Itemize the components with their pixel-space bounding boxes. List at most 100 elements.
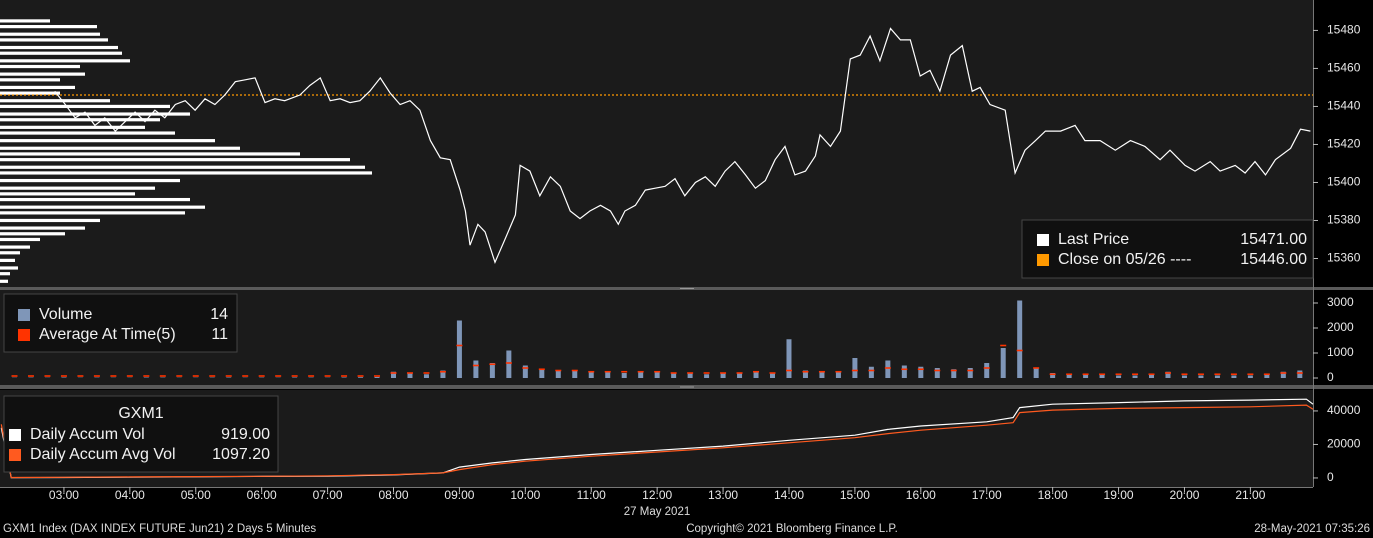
volume-bar <box>654 371 660 378</box>
volume-bar <box>802 370 808 378</box>
volume-profile-bar <box>0 25 97 29</box>
x-tick-label: 09:00 <box>444 488 474 502</box>
x-axis-label: 27 May 2021 <box>624 506 691 518</box>
y-tick-label: 40000 <box>1327 403 1361 417</box>
volume-profile-bar <box>0 279 8 283</box>
volume-profile-bar <box>0 125 145 129</box>
volume-profile-bar <box>0 91 60 95</box>
volume-profile-bar <box>0 266 18 270</box>
x-tick-label: 19:00 <box>1104 488 1134 502</box>
x-tick-label: 21:00 <box>1235 488 1265 502</box>
y-tick-label: 20000 <box>1327 437 1361 451</box>
x-tick-label: 15:00 <box>840 488 870 502</box>
volume-profile-bar <box>0 192 135 196</box>
legend-swatch <box>9 449 21 461</box>
volume-bar <box>292 377 298 378</box>
volume-bar <box>1132 375 1138 378</box>
y-tick-label: 15400 <box>1327 175 1361 189</box>
legend-value: 919.00 <box>221 426 270 443</box>
volume-profile-bar <box>0 38 108 42</box>
volume-bar <box>506 350 512 378</box>
x-tick-label: 08:00 <box>378 488 408 502</box>
y-tick-label: 3000 <box>1327 295 1354 309</box>
volume-bar <box>671 373 677 378</box>
volume-bar <box>522 365 528 378</box>
y-tick-label: 0 <box>1327 370 1334 384</box>
volume-bar <box>1280 371 1286 378</box>
x-tick-label: 06:00 <box>247 488 277 502</box>
volume-profile-bar <box>0 19 50 23</box>
volume-profile-bar <box>0 112 190 116</box>
x-tick-label: 16:00 <box>906 488 936 502</box>
x-tick-label: 07:00 <box>313 488 343 502</box>
volume-profile-bar <box>0 251 20 255</box>
volume-profile-bar <box>0 205 205 209</box>
volume-bar <box>868 366 874 378</box>
y-tick-label: 15440 <box>1327 99 1361 113</box>
x-tick-label: 10:00 <box>510 488 540 502</box>
volume-bar <box>1231 375 1237 378</box>
legend-label: Volume <box>39 306 92 323</box>
line-series <box>0 404 1314 479</box>
volume-profile-bar <box>0 258 15 262</box>
volume-bar <box>555 370 561 378</box>
volume-bar <box>1083 374 1089 378</box>
volume-bar <box>1033 368 1039 378</box>
x-tick-label: 17:00 <box>972 488 1002 502</box>
x-tick-label: 03:00 <box>49 488 79 502</box>
volume-bar <box>835 371 841 378</box>
volume-profile-bar <box>0 51 122 55</box>
volume-bar <box>819 371 825 378</box>
volume-bar <box>1149 374 1155 378</box>
volume-bar <box>588 371 594 378</box>
volume-bar <box>720 373 726 378</box>
volume-bar <box>1214 375 1220 378</box>
legend-value: 1097.20 <box>212 446 270 463</box>
volume-profile-bar <box>0 146 240 150</box>
legend-box <box>3 395 279 473</box>
volume-profile-bar <box>0 72 85 76</box>
y-tick-label: 15360 <box>1327 251 1361 265</box>
legend-swatch <box>1037 234 1049 246</box>
footer-right: 28-May-2021 07:35:26 <box>1254 523 1370 535</box>
volume-profile-bar <box>0 32 100 36</box>
volume-bar <box>934 368 940 378</box>
volume-profile-bar <box>0 45 118 50</box>
legend-box <box>3 293 238 353</box>
volume-bar <box>638 371 644 378</box>
volume-profile-bar <box>0 237 40 242</box>
legend-value: 14 <box>210 306 228 323</box>
legend-box <box>1021 219 1314 279</box>
volume-bar <box>1198 375 1204 378</box>
volume-bar <box>852 358 858 378</box>
volume-profile-bar <box>0 104 170 109</box>
volume-profile-bar <box>0 178 180 183</box>
volume-profile-bar <box>0 197 190 202</box>
footer-center: Copyright© 2021 Bloomberg Finance L.P. <box>686 523 898 535</box>
volume-bar <box>473 360 479 378</box>
legend-value: 15446.00 <box>1240 251 1307 268</box>
volume-bar <box>918 366 924 378</box>
legend-label: Average At Time(5) <box>39 326 176 343</box>
volume-profile-bar <box>0 171 372 175</box>
y-tick-label: 1000 <box>1327 345 1354 359</box>
x-tick-label: 11:00 <box>577 488 606 502</box>
y-tick-label: 2000 <box>1327 320 1354 334</box>
volume-bar <box>1297 370 1303 378</box>
volume-profile-bar <box>0 152 300 156</box>
volume-bar <box>61 377 67 378</box>
x-tick-label: 13:00 <box>708 488 738 502</box>
line-series <box>54 27 1311 264</box>
volume-bar <box>391 371 397 378</box>
legend-value: 11 <box>211 326 228 343</box>
volume-bar <box>753 371 759 378</box>
volume-bar <box>1050 373 1056 378</box>
volume-profile-bar <box>0 64 80 69</box>
volume-bar <box>885 360 891 378</box>
volume-bar <box>143 377 149 378</box>
volume-bar <box>1264 374 1270 378</box>
x-tick-label: 12:00 <box>642 488 672 502</box>
volume-bar <box>605 371 611 378</box>
volume-profile-bar <box>0 218 100 223</box>
x-tick-label: 18:00 <box>1038 488 1068 502</box>
